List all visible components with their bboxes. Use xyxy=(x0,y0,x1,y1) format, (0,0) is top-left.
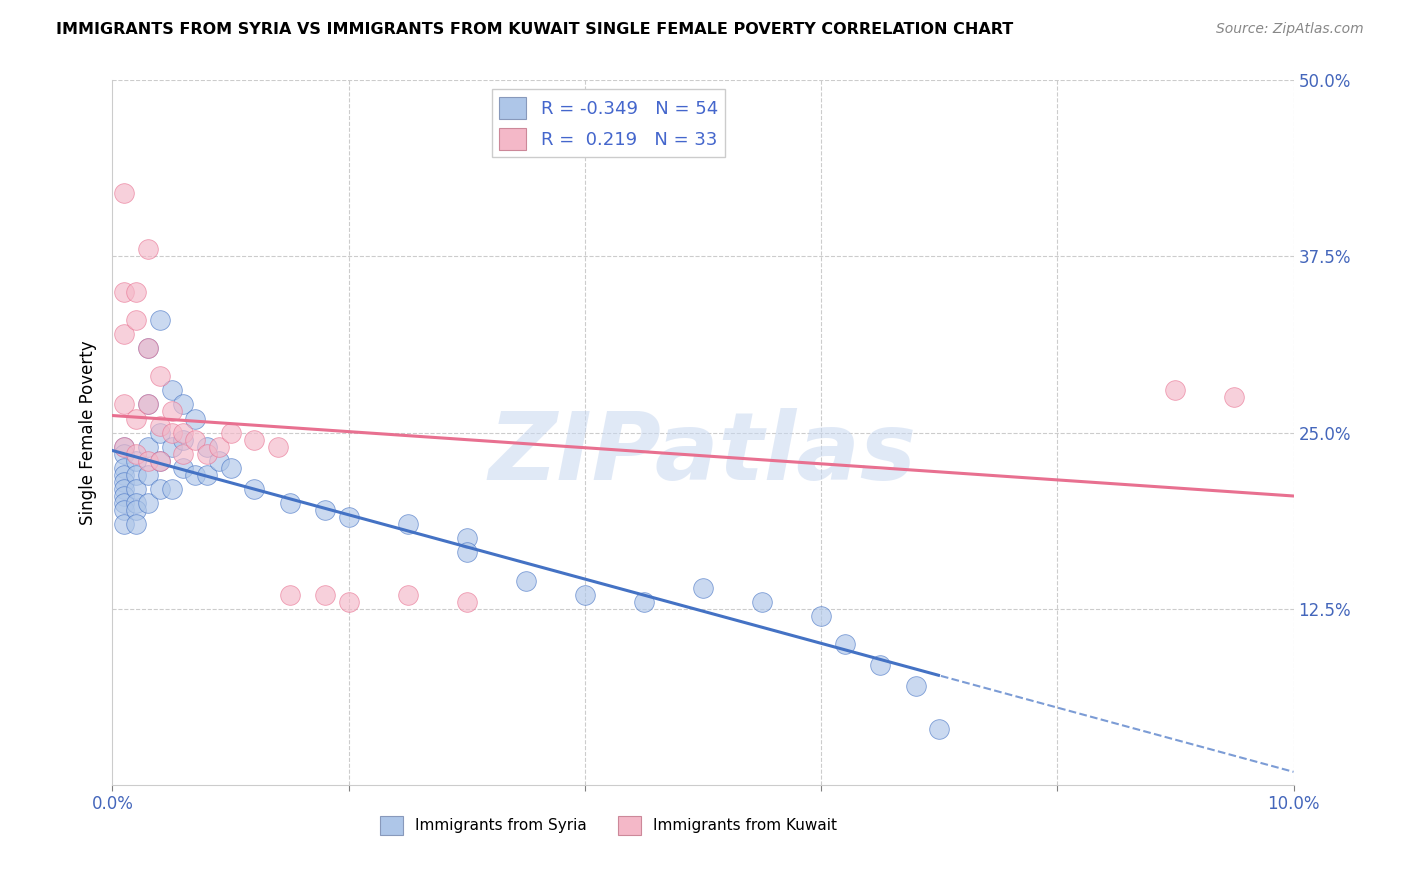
Point xyxy=(112,475,135,489)
Point xyxy=(396,517,419,532)
Point xyxy=(574,588,596,602)
Point xyxy=(136,397,159,411)
Point xyxy=(125,411,148,425)
Point xyxy=(184,411,207,425)
Point xyxy=(195,467,218,482)
Point xyxy=(337,595,360,609)
Point xyxy=(869,658,891,673)
Point xyxy=(834,637,856,651)
Point xyxy=(112,467,135,482)
Point xyxy=(136,440,159,454)
Point xyxy=(112,517,135,532)
Point xyxy=(810,608,832,623)
Point xyxy=(136,243,159,257)
Point xyxy=(125,313,148,327)
Point xyxy=(136,341,159,355)
Point xyxy=(1164,384,1187,398)
Point xyxy=(112,440,135,454)
Point xyxy=(112,496,135,510)
Point xyxy=(172,433,194,447)
Point xyxy=(149,313,172,327)
Point xyxy=(125,482,148,496)
Point xyxy=(184,433,207,447)
Y-axis label: Single Female Poverty: Single Female Poverty xyxy=(79,341,97,524)
Point xyxy=(136,496,159,510)
Point xyxy=(160,440,183,454)
Point xyxy=(195,447,218,461)
Point xyxy=(195,440,218,454)
Point xyxy=(125,447,148,461)
Point xyxy=(160,425,183,440)
Point xyxy=(1223,391,1246,405)
Point xyxy=(314,503,336,517)
Point xyxy=(219,425,242,440)
Point xyxy=(149,369,172,384)
Point xyxy=(149,454,172,468)
Point xyxy=(160,482,183,496)
Point xyxy=(172,425,194,440)
Point xyxy=(243,433,266,447)
Point xyxy=(125,285,148,299)
Point xyxy=(456,545,478,559)
Point xyxy=(267,440,290,454)
Point xyxy=(149,482,172,496)
Point xyxy=(172,447,194,461)
Text: IMMIGRANTS FROM SYRIA VS IMMIGRANTS FROM KUWAIT SINGLE FEMALE POVERTY CORRELATIO: IMMIGRANTS FROM SYRIA VS IMMIGRANTS FROM… xyxy=(56,22,1014,37)
Point xyxy=(112,482,135,496)
Point xyxy=(928,722,950,736)
Point xyxy=(112,186,135,200)
Point xyxy=(314,588,336,602)
Point xyxy=(160,404,183,418)
Point xyxy=(112,447,135,461)
Point xyxy=(243,482,266,496)
Point xyxy=(208,440,231,454)
Point xyxy=(337,510,360,524)
Point xyxy=(456,532,478,546)
Point xyxy=(278,588,301,602)
Legend: Immigrants from Syria, Immigrants from Kuwait: Immigrants from Syria, Immigrants from K… xyxy=(374,810,844,841)
Point xyxy=(172,460,194,475)
Point xyxy=(125,503,148,517)
Point xyxy=(112,285,135,299)
Point xyxy=(136,341,159,355)
Point xyxy=(112,326,135,341)
Point xyxy=(136,454,159,468)
Point xyxy=(112,503,135,517)
Point xyxy=(184,467,207,482)
Point xyxy=(278,496,301,510)
Point xyxy=(149,418,172,433)
Point xyxy=(149,425,172,440)
Point xyxy=(633,595,655,609)
Point xyxy=(692,581,714,595)
Point xyxy=(172,397,194,411)
Point xyxy=(456,595,478,609)
Point xyxy=(112,489,135,503)
Point xyxy=(125,517,148,532)
Text: Source: ZipAtlas.com: Source: ZipAtlas.com xyxy=(1216,22,1364,37)
Point xyxy=(751,595,773,609)
Point xyxy=(112,397,135,411)
Text: ZIPatlas: ZIPatlas xyxy=(489,408,917,500)
Point xyxy=(149,454,172,468)
Point xyxy=(112,440,135,454)
Point xyxy=(125,454,148,468)
Point xyxy=(136,397,159,411)
Point xyxy=(125,496,148,510)
Point xyxy=(219,460,242,475)
Point xyxy=(136,467,159,482)
Point xyxy=(208,454,231,468)
Point xyxy=(396,588,419,602)
Point xyxy=(904,679,927,693)
Point xyxy=(160,384,183,398)
Point xyxy=(125,467,148,482)
Point xyxy=(515,574,537,588)
Point xyxy=(112,460,135,475)
